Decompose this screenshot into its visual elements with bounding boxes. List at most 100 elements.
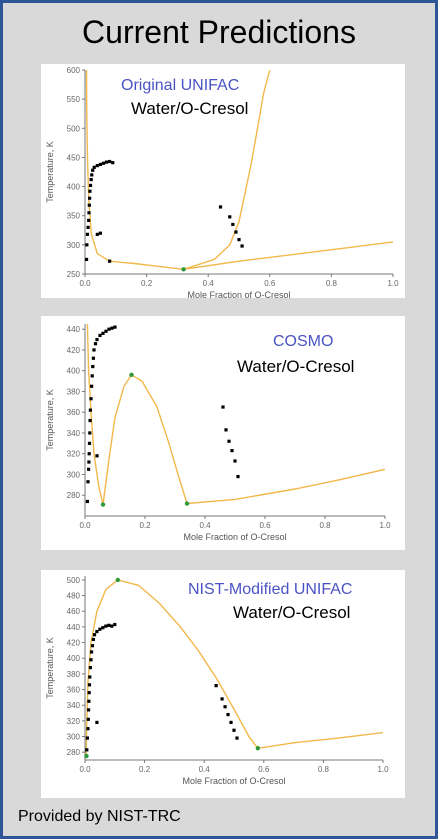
- y-tick-label: 300: [67, 241, 81, 250]
- footer-credit: Provided by NIST-TRC: [18, 808, 181, 825]
- data-point: [87, 460, 91, 464]
- y-tick-label: 300: [67, 733, 81, 742]
- data-point: [95, 454, 99, 458]
- x-tick-label: 0.4: [203, 279, 215, 288]
- data-point: [95, 720, 99, 725]
- y-tick-label: 340: [67, 701, 81, 710]
- data-point: [107, 327, 111, 331]
- data-point: [223, 705, 227, 709]
- y-tick-label: 450: [67, 153, 81, 162]
- data-point: [93, 342, 98, 346]
- data-point: [85, 748, 89, 752]
- data-point: [221, 405, 225, 409]
- data-point: [87, 683, 92, 687]
- data-point: [229, 720, 233, 725]
- x-tick-label: 0.6: [259, 521, 271, 530]
- data-point: [85, 243, 89, 247]
- data-point: [231, 222, 235, 227]
- x-tick-label: 0.8: [326, 279, 338, 288]
- x-tick-label: 0.4: [199, 765, 211, 774]
- data-point: [89, 658, 93, 662]
- critical-point: [181, 267, 186, 272]
- data-point: [87, 452, 91, 456]
- data-point: [233, 459, 237, 463]
- data-point: [87, 467, 91, 471]
- y-axis-label: Temperature, K: [45, 389, 55, 451]
- y-tick-label: 420: [67, 346, 81, 355]
- data-point: [111, 161, 115, 165]
- y-tick-label: 380: [67, 387, 81, 396]
- page-title: Current Predictions: [82, 14, 356, 50]
- data-point: [104, 160, 109, 164]
- data-point: [85, 499, 89, 504]
- x-tick-label: 0.0: [79, 521, 91, 530]
- data-point: [87, 203, 91, 207]
- prediction-curve: [183, 241, 394, 270]
- y-tick-label: 600: [67, 66, 81, 75]
- data-point: [88, 189, 92, 193]
- data-point: [86, 727, 90, 731]
- chart-nist-modified-unifac-svg: 0.0 0.2 0.4 0.6 0.8 1.0 280 300 320 340 360 380 400 4…: [45, 576, 389, 786]
- data-point: [90, 374, 94, 378]
- data-point: [88, 666, 92, 670]
- data-point: [108, 259, 112, 263]
- data-point: [95, 629, 99, 634]
- y-tick-label: 360: [67, 686, 81, 695]
- prediction-curve: [186, 468, 386, 505]
- chart-nist-modified-unifac: 0.0 0.2 0.4 0.6 0.8 1.0 280 300 320 340 360 380 400 4…: [41, 570, 405, 798]
- data-point: [92, 165, 96, 169]
- data-point: [220, 697, 224, 701]
- y-axis-label: Temperature, K: [45, 637, 55, 699]
- data-point: [86, 708, 91, 712]
- data-point: [95, 337, 99, 342]
- x-tick-label: 0.2: [139, 765, 151, 774]
- data-point: [87, 441, 92, 445]
- model-label: NIST-Modified UNIFAC: [188, 581, 352, 598]
- x-tick-label: 0.0: [79, 765, 91, 774]
- data-point: [108, 159, 112, 164]
- data-point: [89, 177, 93, 182]
- y-tick-label: 320: [67, 450, 81, 459]
- data-point: [85, 736, 89, 740]
- y-tick-label: 340: [67, 429, 81, 438]
- critical-point: [129, 372, 134, 378]
- data-point: [227, 439, 231, 443]
- critical-point: [115, 577, 120, 583]
- system-label: Water/O-Cresol: [233, 603, 350, 622]
- critical-point: [255, 746, 261, 751]
- data-point: [240, 244, 244, 248]
- data-point: [88, 196, 92, 200]
- x-tick-label: 0.2: [139, 521, 151, 530]
- x-tick-label: 0.6: [258, 765, 270, 774]
- y-tick-label: 400: [67, 654, 81, 663]
- system-label: Water/O-Cresol: [131, 99, 248, 118]
- x-tick-label: 1.0: [387, 279, 399, 288]
- prediction-curve: [85, 579, 119, 757]
- x-axis-label: Mole Fraction of O-Cresol: [187, 290, 290, 298]
- data-point: [98, 231, 102, 235]
- y-tick-label: 460: [67, 607, 81, 616]
- data-point: [90, 644, 95, 648]
- prediction-curve: [117, 579, 259, 749]
- x-tick-label: 0.4: [199, 521, 211, 530]
- y-tick-label: 440: [67, 623, 81, 632]
- y-tick-label: 420: [67, 639, 81, 648]
- data-point: [87, 699, 91, 703]
- x-tick-label: 1.0: [379, 521, 391, 530]
- data-point: [90, 173, 94, 177]
- data-point: [86, 225, 90, 229]
- data-point: [234, 230, 238, 234]
- x-tick-label: 0.6: [264, 279, 276, 288]
- data-point: [92, 348, 96, 352]
- y-tick-label: 320: [67, 717, 81, 726]
- y-tick-label: 380: [67, 670, 81, 679]
- system-label: Water/O-Cresol: [237, 357, 354, 376]
- data-point: [101, 331, 105, 335]
- y-tick-label: 300: [67, 470, 81, 479]
- data-point: [95, 163, 99, 168]
- prediction-curve: [109, 260, 184, 270]
- y-tick-label: 440: [67, 325, 81, 334]
- chart-original-unifac-svg: 0.0 0.2 0.4 0.6 0.8 1.0 250 300 350 400 450 500 550 6…: [45, 66, 399, 298]
- y-tick-label: 280: [67, 748, 81, 757]
- y-tick-label: 500: [67, 124, 81, 133]
